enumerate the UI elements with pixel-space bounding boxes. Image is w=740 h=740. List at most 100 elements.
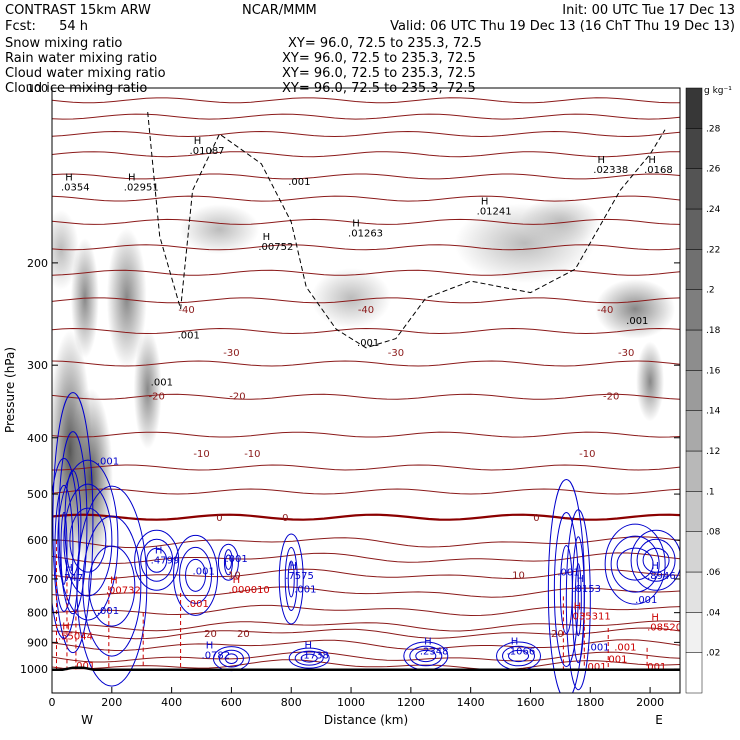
cloud-water-label: .001: [557, 567, 579, 578]
colorbar-tick-label: .18: [706, 326, 721, 336]
cloud-water-contour: [224, 653, 238, 664]
cloud-water-label: .0782: [202, 651, 231, 662]
isotherm-label: -30: [388, 348, 404, 359]
maximum-marker: H: [62, 622, 70, 633]
maximum-marker: H: [65, 172, 73, 183]
cloud-water-label: .4799: [151, 555, 180, 566]
maximum-marker: H: [65, 563, 73, 574]
cloud-water-contour: [218, 649, 244, 668]
maximum-marker: H: [352, 218, 360, 229]
maximum-marker: H: [128, 172, 136, 183]
maximum-marker: H: [194, 136, 202, 147]
isotherm-line: [52, 639, 680, 652]
fcst-value: 54 h: [59, 19, 88, 34]
cloud-water-label: .7575: [285, 571, 314, 582]
colorbar-cell: [685, 208, 703, 250]
rain-label: .085208: [647, 622, 688, 633]
maximum-marker: H: [110, 576, 118, 587]
isotherm-label: 0: [282, 513, 288, 524]
rain-label: .000010: [228, 585, 269, 596]
isotherm-label: -30: [618, 348, 634, 359]
cloud-water-contour: [134, 529, 180, 591]
cloud-water-label: .001: [97, 457, 119, 468]
maximum-marker: H: [651, 612, 659, 623]
isotherm-label: -20: [229, 391, 245, 402]
cloud-water-contour: [610, 535, 660, 593]
y-tick-label: 600: [27, 534, 48, 547]
isotherm-line: [52, 218, 680, 225]
x-tick-label: 1600: [516, 696, 544, 709]
isotherm-label: -20: [603, 391, 619, 402]
cloud-water-contour: [287, 560, 295, 598]
x-tick-label: 1800: [576, 696, 604, 709]
colorbar-cell: [685, 652, 703, 694]
cloud-water-contour: [140, 538, 174, 582]
colorbar-cell: [685, 168, 703, 210]
cloud-water-label: .001: [635, 595, 657, 606]
isotherm-line: [52, 620, 680, 632]
cloud-water-contour: [69, 507, 107, 573]
field-xy-snow: XY= 96.0, 72.5 to 235.3, 72.5: [288, 36, 482, 51]
x-tick-label: 2000: [636, 696, 664, 709]
rain-label: .001: [73, 661, 95, 672]
cloud-water-label: .2348: [420, 647, 449, 658]
isotherm-line: [52, 195, 680, 202]
y-tick-label: 900: [27, 636, 48, 649]
field-name-cloud-water: Cloud water mixing ratio: [5, 66, 166, 81]
isotherm-label: -20: [148, 391, 164, 402]
fcst-label: Fcst:: [5, 19, 36, 34]
x-tick-label: 1400: [457, 696, 485, 709]
colorbar-cell: [685, 370, 703, 411]
isotherm-label: -40: [597, 305, 613, 316]
field-xy-rain: XY= 96.0, 72.5 to 235.3, 72.5: [282, 51, 476, 66]
isotherm-line: [52, 327, 680, 335]
snow-label: .01263: [348, 228, 383, 239]
cloud-water-contour: [278, 533, 304, 625]
isotherm-line: [52, 431, 680, 438]
cloud-water-label: .747: [61, 573, 83, 584]
rain-label: .001: [644, 662, 666, 673]
maximum-marker: H: [424, 637, 432, 648]
maximum-marker: H: [155, 545, 163, 556]
cloud-water-contour: [630, 529, 680, 591]
rain-label: .001: [605, 655, 627, 666]
snow-shade-blob: [68, 388, 113, 569]
snow-label: .01241: [477, 206, 512, 217]
cloud-water-contour: [508, 649, 530, 663]
x-tick-label: 0: [49, 696, 56, 709]
contour-labels: -40 -40 -40 -30 -30 -30 -20 -20 -20 -10 -10 -10 0 0 0 1…: [58, 136, 688, 673]
isotherm-line: [52, 173, 680, 180]
y-tick-label: 1000: [20, 663, 48, 676]
isotherm-line: [52, 151, 680, 158]
isotherm-line: [52, 568, 680, 580]
cloud-water-contour: [288, 647, 330, 669]
maximum-marker: H: [206, 641, 214, 652]
field-xy-cloud-water: XY= 96.0, 72.5 to 235.3, 72.5: [282, 66, 476, 81]
cloud-water-contour: [571, 536, 585, 664]
colorbar-cell: [685, 450, 703, 492]
colorbar-tick-label: .16: [706, 366, 721, 376]
snow-contours: [147, 111, 666, 349]
cloud-water-contour: [284, 546, 298, 611]
snow-label: .0354: [61, 182, 90, 193]
colorbar-cell: [685, 329, 703, 371]
colorbar-cell: [685, 531, 703, 573]
colorbar-cell: [685, 249, 703, 290]
cloud-water-label: .001: [587, 643, 609, 654]
maximum-marker: H: [304, 641, 312, 652]
cloud-water-contour: [217, 543, 239, 581]
colorbar-cell: [685, 289, 703, 331]
maximum-marker: H: [263, 232, 271, 243]
snow-shade-blob: [595, 278, 676, 339]
cloud-water-label: .8946: [647, 571, 676, 582]
isotherm-line: [52, 393, 680, 400]
snow-shade-blob: [520, 196, 601, 247]
cloud-water-contour: [604, 523, 666, 605]
isotherm-line: [52, 269, 680, 276]
cloud-water-label: .001: [193, 567, 215, 578]
isotherm-line: [52, 113, 680, 120]
cloud-water-contour: [54, 484, 74, 612]
field-name-rain: Rain water mixing ratio: [5, 51, 157, 66]
isotherm-line: [52, 244, 680, 251]
